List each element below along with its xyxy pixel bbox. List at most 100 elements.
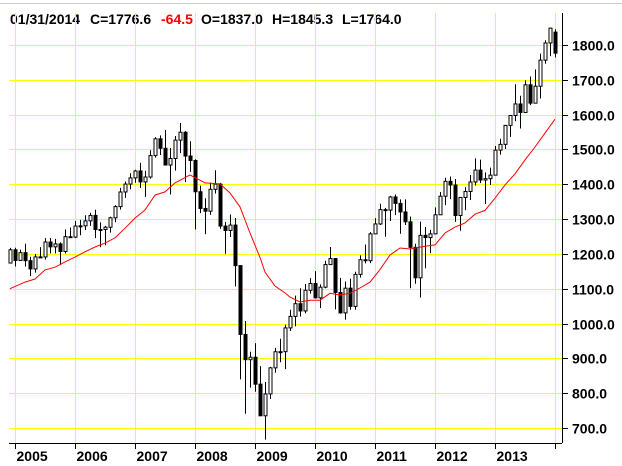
candle xyxy=(378,203,383,226)
candle xyxy=(408,216,413,289)
candle-body-up xyxy=(148,155,153,178)
candle-body-up xyxy=(228,224,233,231)
candle xyxy=(268,366,273,399)
candle-body-down xyxy=(553,31,558,54)
candle xyxy=(88,212,93,226)
candle-body-up xyxy=(433,214,438,235)
candle-body-down xyxy=(363,259,368,262)
header-change: -64.5 xyxy=(161,11,193,27)
y-tick-label: 1700.0 xyxy=(572,73,615,89)
candle-body-up xyxy=(438,195,443,216)
candle-body-up xyxy=(263,393,268,417)
candle xyxy=(153,137,158,158)
candle xyxy=(433,207,438,235)
candle-body-up xyxy=(343,287,348,314)
candle xyxy=(108,216,113,233)
y-tick-label: 1300.0 xyxy=(572,212,615,228)
candle xyxy=(263,382,268,440)
candle xyxy=(133,169,138,183)
x-tick-label: 2011 xyxy=(377,448,408,464)
candle xyxy=(478,159,483,184)
candle-body-down xyxy=(38,256,43,259)
candle xyxy=(548,27,553,57)
y-tick-label: 1200.0 xyxy=(572,247,615,263)
candle-body-up xyxy=(168,158,173,166)
candle-body-up xyxy=(513,103,518,116)
candle-body-up xyxy=(508,114,513,126)
x-tick-label: 2013 xyxy=(497,448,528,464)
candle xyxy=(173,135,178,171)
candle-body-up xyxy=(43,241,48,258)
ohlc-header: 01/31/2014 C=1776.6 -64.5 O=1837.0 H=184… xyxy=(10,11,402,27)
candle-body-up xyxy=(18,252,23,261)
candle-body-up xyxy=(323,264,328,288)
candle-body-down xyxy=(298,303,303,312)
moving-average-line xyxy=(9,118,556,303)
candle xyxy=(428,229,433,254)
candle-body-up xyxy=(73,225,78,238)
candle-body-up xyxy=(288,315,293,329)
candle xyxy=(363,244,368,264)
candle-body-up xyxy=(173,139,178,160)
candle-body-down xyxy=(188,155,193,161)
candle xyxy=(253,343,258,392)
candle xyxy=(288,309,293,332)
candle xyxy=(198,185,203,214)
candle-body-down xyxy=(258,383,263,417)
candle xyxy=(368,232,373,264)
candle xyxy=(293,295,298,327)
candle xyxy=(258,366,263,417)
candle-body-up xyxy=(463,190,468,198)
candle-body-up xyxy=(548,27,553,44)
candle xyxy=(513,84,518,122)
candle-body-up xyxy=(268,367,273,395)
candle xyxy=(48,237,53,254)
candle-body-up xyxy=(428,233,433,239)
candle xyxy=(123,181,128,198)
candle xyxy=(278,338,283,363)
candle-body-down xyxy=(138,170,143,183)
y-tick-label: 1600.0 xyxy=(572,108,615,124)
candle-body-up xyxy=(358,259,363,275)
candle-body-up xyxy=(128,177,133,185)
candle xyxy=(528,76,533,106)
candle-body-down xyxy=(313,282,318,299)
candle xyxy=(448,176,453,200)
candle-body-up xyxy=(248,356,253,361)
candle-body-up xyxy=(273,351,278,369)
candle-body-down xyxy=(518,103,523,113)
candle xyxy=(383,207,388,237)
grid xyxy=(9,13,562,443)
candle-body-up xyxy=(533,85,538,104)
candle-body-down xyxy=(333,258,338,293)
candle xyxy=(343,281,348,320)
candle-body-up xyxy=(283,327,288,353)
candle-body-up xyxy=(63,236,68,252)
candle xyxy=(78,219,83,236)
candle xyxy=(553,29,558,58)
candle-body-up xyxy=(118,191,123,208)
candle xyxy=(118,187,123,210)
candle xyxy=(68,227,73,239)
candle xyxy=(63,229,68,254)
candle xyxy=(443,177,448,206)
candle-body-up xyxy=(8,249,13,264)
candle xyxy=(8,247,13,264)
candle xyxy=(98,222,103,248)
candle xyxy=(338,277,343,314)
candle-body-up xyxy=(98,228,103,231)
candle-body-down xyxy=(393,196,398,204)
candle-body-up xyxy=(493,149,498,176)
candle-body-down xyxy=(403,211,408,223)
candle xyxy=(318,284,323,309)
candle xyxy=(83,215,88,231)
header-high: H=1845.3 xyxy=(272,11,333,27)
candle xyxy=(163,129,168,166)
candle xyxy=(158,135,163,155)
y-tick-label: 1500.0 xyxy=(572,142,615,158)
candle xyxy=(23,243,28,267)
candle-body-up xyxy=(503,124,508,145)
y-tick-label: 1100.0 xyxy=(572,282,614,298)
candle xyxy=(473,158,478,186)
candle xyxy=(228,214,233,237)
